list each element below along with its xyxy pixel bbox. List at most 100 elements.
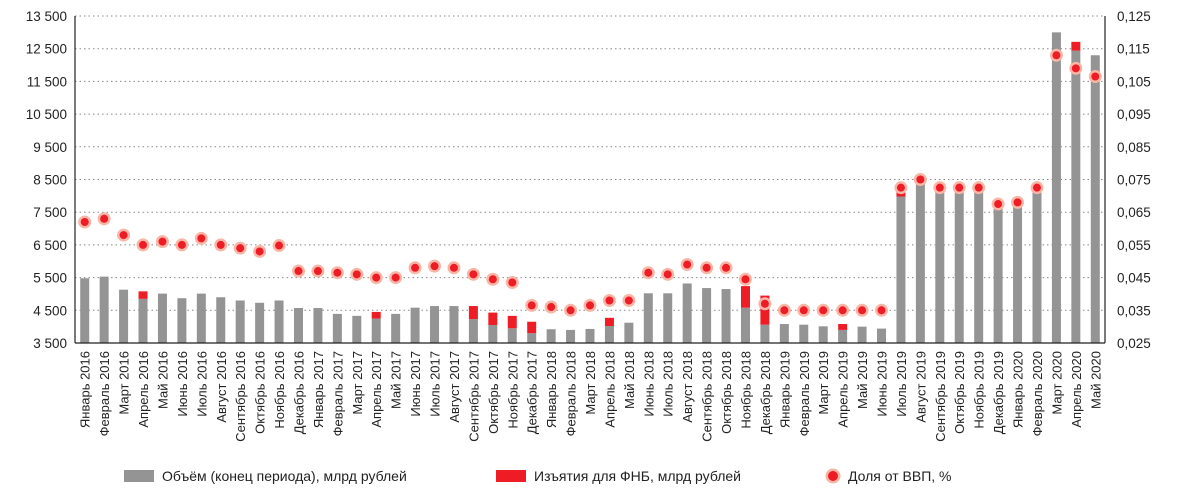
volume-bar — [449, 306, 459, 343]
x-tick-label: Декабрь 2017 — [525, 351, 540, 434]
gdp-share-dot — [819, 306, 828, 315]
extraction-bar — [507, 315, 517, 329]
x-tick-label: Май 2019 — [855, 351, 870, 409]
extraction-bar — [527, 321, 537, 334]
volume-bar — [430, 306, 440, 343]
gdp-share-dot — [391, 273, 400, 282]
y-left-tick-label: 4 500 — [33, 303, 67, 318]
gdp-share-dot — [838, 306, 847, 315]
volume-bar — [157, 293, 167, 343]
gdp-share-dot — [177, 240, 186, 249]
gdp-share-dot — [683, 260, 692, 269]
volume-bar — [274, 300, 284, 343]
extraction-bar — [604, 317, 614, 326]
volume-bar — [527, 333, 537, 343]
x-tick-label: Май 2018 — [622, 351, 637, 409]
y-left-tick-label: 6 500 — [33, 238, 67, 253]
volume-bar — [935, 189, 945, 343]
volume-bar — [255, 302, 265, 343]
x-tick-label: Июль 2017 — [428, 351, 443, 417]
gdp-share-dot — [1091, 72, 1100, 81]
x-tick-label: Февраль 2018 — [564, 351, 579, 436]
y-left-tick-label: 5 500 — [33, 271, 67, 286]
volume-bar — [838, 329, 848, 343]
extraction-bar — [838, 324, 848, 330]
gdp-share-dot — [955, 183, 964, 192]
gdp-share-dot — [741, 275, 750, 284]
volume-bar — [293, 308, 303, 343]
gdp-share-dot — [566, 306, 575, 315]
x-tick-label: Сентябрь 2019 — [933, 351, 948, 442]
gdp-share-dot — [197, 234, 206, 243]
volume-bar — [818, 326, 828, 343]
gdp-share-dot — [624, 296, 633, 305]
y-axis-left: 3 500 4 500 5 500 6 500 7 500 8 500 9 500 10 50… — [26, 9, 67, 351]
grid-lines — [75, 15, 1105, 311]
x-tick-label: Январь 2018 — [544, 351, 559, 428]
legend-item-gdp-share: Доля от ВВП, % — [824, 468, 952, 484]
gdp-share-dot — [449, 263, 458, 272]
x-tick-label: Октябрь 2016 — [253, 351, 268, 434]
x-tick-label: Июнь 2018 — [641, 351, 656, 417]
gdp-share-dot — [333, 268, 342, 277]
volume-bar — [877, 328, 887, 343]
x-tick-label: Декабрь 2016 — [291, 351, 306, 434]
volume-bar — [915, 180, 925, 343]
gdp-share-dot — [1032, 183, 1041, 192]
gdp-share-dot — [702, 263, 711, 272]
volume-bar — [721, 289, 731, 343]
volume-bar — [760, 324, 770, 343]
gdp-share-dots — [78, 48, 1102, 317]
extraction-bar — [468, 306, 478, 320]
x-tick-label: Сентябрь 2016 — [233, 351, 248, 442]
volume-bar — [682, 283, 692, 343]
gdp-share-dot — [139, 240, 148, 249]
x-tick-label: Октябрь 2017 — [486, 351, 501, 434]
x-tick-label: Май 2017 — [389, 351, 404, 409]
x-tick-label: Сентябрь 2017 — [466, 351, 481, 442]
y-right-tick-label: 0,115 — [1117, 42, 1150, 57]
volume-bar — [585, 328, 595, 343]
gdp-share-dot — [1071, 64, 1080, 73]
gdp-share-dot — [644, 268, 653, 277]
x-tick-label: Март 2017 — [350, 351, 365, 415]
x-tick-label: Июнь 2016 — [175, 351, 190, 417]
x-tick-label: Март 2020 — [1049, 351, 1064, 415]
y-left-tick-label: 10 500 — [26, 107, 67, 122]
volume-bar — [993, 205, 1003, 343]
volume-bar — [177, 298, 187, 343]
gdp-share-dot — [352, 270, 361, 279]
x-tick-label: Сентябрь 2018 — [700, 351, 715, 442]
volume-bar — [235, 300, 245, 343]
volume-bar — [1051, 32, 1061, 343]
gdp-share-dot — [799, 306, 808, 315]
gdp-share-dot — [935, 183, 944, 192]
y-right-tick-label: 0,065 — [1117, 205, 1151, 220]
gdp-share-dot — [119, 231, 128, 240]
gdp-share-dot — [760, 299, 769, 308]
x-tick-label: Июнь 2017 — [408, 351, 423, 417]
extraction-bar — [1071, 41, 1081, 51]
chart: 3 500 4 500 5 500 6 500 7 500 8 500 9 500 10 50… — [26, 9, 1151, 442]
legend-item-extraction: Изъятия для ФНБ, млрд рублей — [496, 468, 741, 484]
y-right-tick-label: 0,035 — [1117, 303, 1151, 318]
x-tick-label: Апрель 2016 — [136, 351, 151, 428]
volume-bar — [507, 328, 517, 343]
x-tick-label: Август 2016 — [214, 351, 229, 423]
volume-bar — [196, 293, 206, 343]
legend: Объём (конец периода), млрд рублей Изъят… — [0, 468, 1179, 490]
x-tick-label: Апрель 2019 — [836, 351, 851, 428]
volume-bar — [119, 289, 129, 343]
legend-label-gdp-share: Доля от ВВП, % — [848, 468, 952, 484]
axes — [74, 16, 1106, 344]
volume-bar — [99, 276, 109, 343]
x-tick-label: Март 2018 — [583, 351, 598, 415]
gdp-share-dot — [313, 267, 322, 276]
x-tick-label: Февраль 2020 — [1030, 351, 1045, 436]
x-tick-label: Февраль 2017 — [330, 351, 345, 436]
volume-bar — [488, 325, 498, 343]
x-tick-label: Февраль 2019 — [797, 351, 812, 436]
gdp-share-dot — [994, 200, 1003, 209]
x-tick-label: Ноябрь 2018 — [738, 351, 753, 429]
gdp-share-dot — [430, 262, 439, 271]
